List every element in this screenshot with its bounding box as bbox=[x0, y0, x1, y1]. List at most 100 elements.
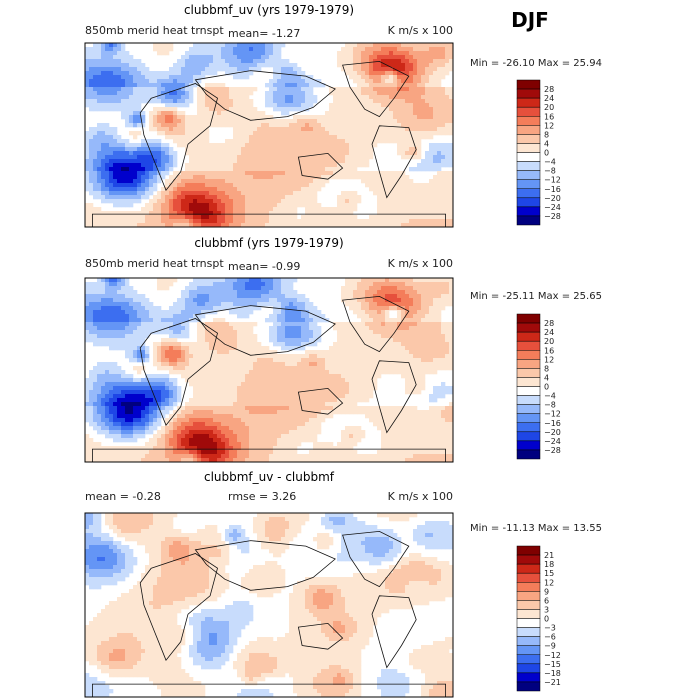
contour-cell bbox=[345, 171, 350, 176]
contour-cell bbox=[297, 318, 302, 323]
contour-cell bbox=[397, 75, 402, 80]
contour-cell bbox=[441, 151, 446, 156]
contour-cell bbox=[121, 155, 126, 160]
contour-cell bbox=[433, 183, 438, 188]
contour-cell bbox=[197, 199, 202, 204]
contour-cell bbox=[209, 338, 214, 343]
contour-cell bbox=[173, 322, 178, 327]
contour-cell bbox=[401, 47, 406, 52]
contour-cell bbox=[421, 119, 426, 124]
contour-cell bbox=[113, 63, 118, 68]
contour-cell bbox=[369, 338, 374, 343]
contour-cell bbox=[121, 51, 126, 56]
contour-cell bbox=[353, 346, 358, 351]
contour-cell bbox=[349, 103, 354, 108]
contour-cell bbox=[337, 199, 342, 204]
contour-cell bbox=[173, 163, 178, 168]
contour-cell bbox=[369, 87, 374, 92]
contour-cell bbox=[277, 67, 282, 72]
contour-cell bbox=[409, 223, 414, 227]
contour-cell bbox=[157, 139, 162, 144]
contour-cell bbox=[161, 215, 166, 220]
contour-cell bbox=[125, 350, 130, 355]
contour-cell bbox=[297, 175, 302, 180]
contour-cell bbox=[349, 111, 354, 116]
contour-cell bbox=[205, 83, 210, 88]
contour-cell bbox=[413, 219, 418, 224]
contour-cell bbox=[225, 175, 230, 180]
contour-cell bbox=[121, 63, 126, 68]
contour-cell bbox=[173, 123, 178, 128]
contour-cell bbox=[361, 163, 366, 168]
contour-cell bbox=[169, 159, 174, 164]
contour-cell bbox=[249, 334, 254, 339]
contour-cell bbox=[97, 87, 102, 92]
contour-cell bbox=[297, 203, 302, 208]
contour-cell bbox=[265, 211, 270, 216]
contour-cell bbox=[101, 107, 106, 112]
contour-cell bbox=[173, 346, 178, 351]
contour-cell bbox=[201, 123, 206, 128]
contour-cell bbox=[101, 179, 106, 184]
contour-cell bbox=[181, 99, 186, 104]
contour-cell bbox=[253, 203, 258, 208]
contour-cell bbox=[209, 195, 214, 200]
contour-cell bbox=[393, 318, 398, 323]
contour-cell bbox=[377, 199, 382, 204]
continent-outline bbox=[297, 152, 344, 180]
contour-cell bbox=[237, 298, 242, 303]
contour-cell bbox=[185, 179, 190, 184]
contour-cell bbox=[137, 334, 142, 339]
contour-cell bbox=[101, 326, 106, 331]
contour-cell bbox=[301, 95, 306, 100]
contour-cell bbox=[285, 99, 290, 104]
contour-cell bbox=[253, 151, 258, 156]
contour-cell bbox=[153, 91, 158, 96]
contour-cell bbox=[369, 135, 374, 140]
contour-cell bbox=[189, 219, 194, 224]
contour-cell bbox=[273, 322, 278, 327]
contour-cell bbox=[441, 183, 446, 188]
contour-cell bbox=[313, 83, 318, 88]
contour-cell bbox=[281, 151, 286, 156]
contour-cell bbox=[113, 147, 118, 152]
contour-cell bbox=[421, 314, 426, 319]
contour-cell bbox=[185, 211, 190, 216]
contour-cell bbox=[153, 139, 158, 144]
contour-cell bbox=[109, 306, 114, 311]
contour-cell bbox=[441, 59, 446, 64]
contour-cell bbox=[169, 338, 174, 343]
contour-cell bbox=[377, 63, 382, 68]
contour-cell bbox=[445, 219, 450, 224]
contour-cell bbox=[305, 211, 310, 216]
contour-cell bbox=[373, 290, 378, 295]
contour-cell bbox=[113, 290, 118, 295]
contour-cell bbox=[313, 99, 318, 104]
contour-cell bbox=[313, 143, 318, 148]
contour-cell bbox=[121, 302, 126, 307]
contour-cell bbox=[97, 207, 102, 212]
contour-cell bbox=[237, 306, 242, 311]
contour-cell bbox=[209, 306, 214, 311]
contour-cell bbox=[261, 195, 266, 200]
contour-cell bbox=[373, 99, 378, 104]
contour-cell bbox=[433, 282, 438, 287]
contour-cell bbox=[373, 127, 378, 132]
contour-cell bbox=[385, 47, 390, 52]
contour-cell bbox=[133, 171, 138, 176]
contour-cell bbox=[249, 203, 254, 208]
contour-cell bbox=[189, 91, 194, 96]
contour-cell bbox=[377, 119, 382, 124]
contour-cell bbox=[125, 219, 130, 224]
contour-cell bbox=[137, 187, 142, 192]
contour-cell bbox=[449, 115, 453, 120]
contour-cell bbox=[385, 107, 390, 112]
contour-cell bbox=[201, 195, 206, 200]
contour-cell bbox=[257, 55, 262, 60]
contour-cell bbox=[401, 75, 406, 80]
contour-cell bbox=[261, 55, 266, 60]
contour-cell bbox=[377, 314, 382, 319]
contour-cell bbox=[405, 91, 410, 96]
contour-cell bbox=[93, 286, 98, 291]
contour-cell bbox=[253, 346, 258, 351]
